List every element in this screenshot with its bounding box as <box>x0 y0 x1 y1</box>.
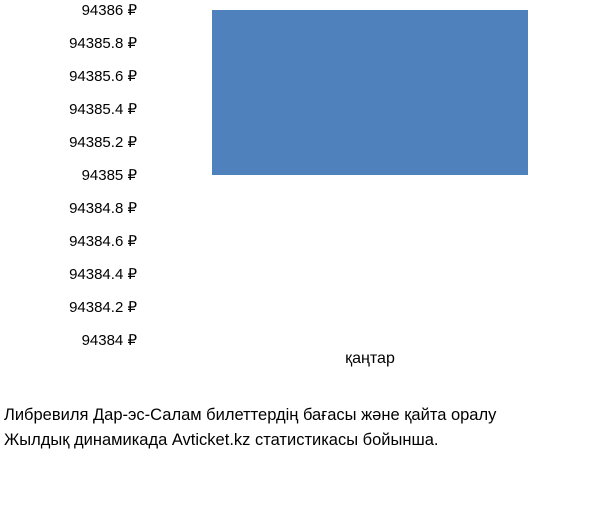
y-tick-label: 94384.4 ₽ <box>69 265 137 283</box>
y-tick-label: 94385.8 ₽ <box>69 34 137 52</box>
caption-line-1: Либревиля Дар-эс-Салам билеттердің бағас… <box>4 403 600 428</box>
chart-container: 94386 ₽94385.8 ₽94385.6 ₽94385.4 ₽94385.… <box>0 10 600 510</box>
y-tick-label: 94384.2 ₽ <box>69 298 137 316</box>
y-tick-label: 94384 ₽ <box>82 331 137 349</box>
y-tick-label: 94386 ₽ <box>82 1 137 19</box>
y-tick-label: 94384.8 ₽ <box>69 199 137 217</box>
y-tick-label: 94384.6 ₽ <box>69 232 137 250</box>
bar <box>212 10 529 175</box>
y-tick-label: 94385 ₽ <box>82 166 137 184</box>
y-tick-label: 94385.6 ₽ <box>69 67 137 85</box>
plot-area: қаңтар <box>150 10 590 340</box>
chart-area: 94386 ₽94385.8 ₽94385.6 ₽94385.4 ₽94385.… <box>0 10 600 350</box>
y-tick-label: 94385.2 ₽ <box>69 133 137 151</box>
y-tick-label: 94385.4 ₽ <box>69 100 137 118</box>
x-axis-label: қаңтар <box>345 350 395 368</box>
y-axis: 94386 ₽94385.8 ₽94385.6 ₽94385.4 ₽94385.… <box>0 10 145 340</box>
caption: Либревиля Дар-эс-Салам билеттердің бағас… <box>0 403 600 453</box>
caption-line-2: Жылдық динамикада Avticket.kz статистика… <box>4 428 600 453</box>
